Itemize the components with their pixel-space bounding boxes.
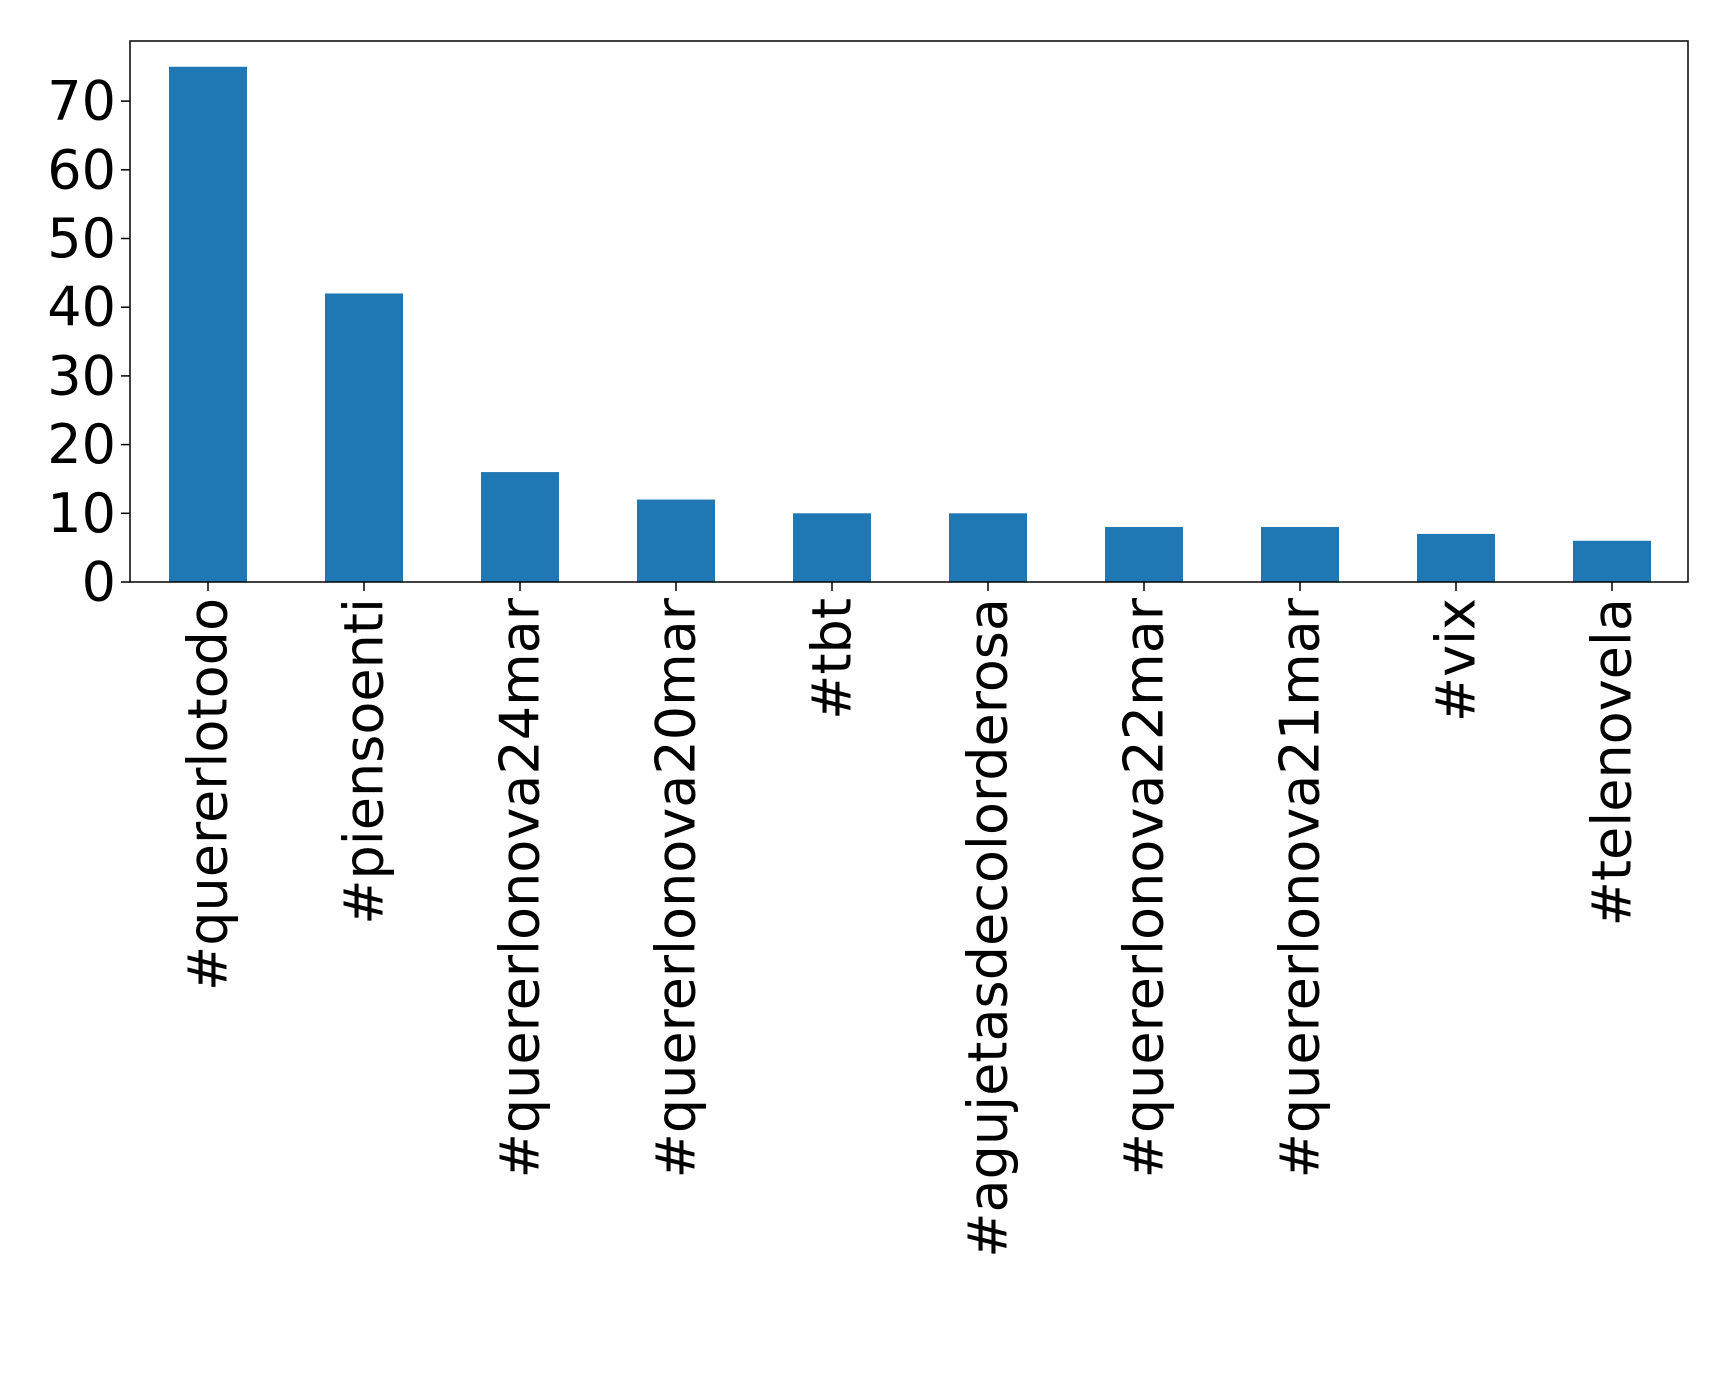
x-tick-label: #quererlonova22mar: [1113, 597, 1176, 1178]
bar-quererlonova22mar: [1105, 527, 1183, 582]
x-tick-label: #quererlotodo: [177, 598, 240, 991]
y-tick-label: 20: [47, 413, 116, 476]
y-tick-label: 50: [47, 207, 116, 270]
y-tick-label: 30: [47, 344, 116, 407]
y-tick-label: 10: [47, 482, 116, 545]
bar-quererlonova24mar: [481, 472, 559, 582]
bar-tbt: [793, 513, 871, 582]
bar-telenovela: [1573, 540, 1651, 582]
bar-quererlonova21mar: [1261, 527, 1339, 582]
x-tick-label: #telenovela: [1581, 598, 1644, 926]
x-tick-label: #piensoenti: [333, 598, 396, 925]
x-tick-label: #tbt: [801, 598, 864, 720]
bar-agujetasdecolorderosa: [949, 513, 1027, 582]
bar-vix: [1417, 533, 1495, 582]
x-tick-label: #quererlonova24mar: [489, 597, 552, 1178]
x-tick-label: #vix: [1425, 598, 1488, 722]
y-tick-label: 40: [47, 276, 116, 339]
x-tick-label: #agujetasdecolorderosa: [957, 598, 1020, 1258]
y-tick-label: 0: [82, 551, 116, 614]
x-axis: #quererlotodo #piensoenti #quererlonova24m…: [177, 582, 1644, 1258]
y-tick-label: 60: [47, 138, 116, 201]
bar-quererlonova20mar: [637, 499, 715, 582]
x-tick-label: #quererlonova21mar: [1269, 597, 1332, 1178]
bars: [169, 66, 1651, 582]
y-tick-label: 70: [47, 70, 116, 133]
x-tick-label: #quererlonova20mar: [645, 597, 708, 1178]
bar-quererlotodo: [169, 66, 247, 582]
plot-frame: [129, 40, 1689, 583]
bar-piensoenti: [325, 293, 403, 582]
